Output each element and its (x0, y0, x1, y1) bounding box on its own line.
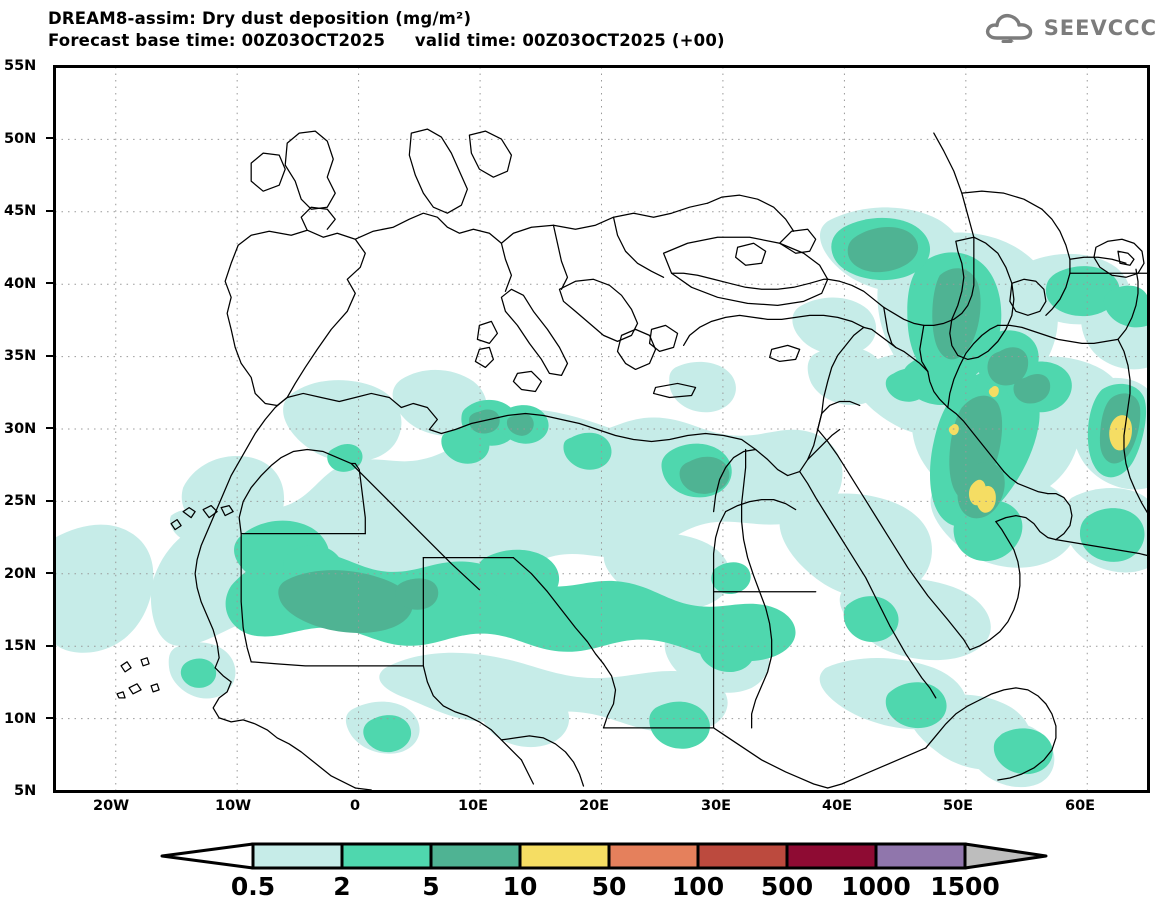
y-tick-mark (46, 500, 53, 502)
colorbar-tick-labels: 0.5 2 5 10 50 100 500 1000 1500 (0, 872, 1165, 906)
y-tick-mark (46, 427, 53, 429)
colorbar-tick-100: 100 (671, 872, 725, 901)
colorbar-seg-1000-1500 (874, 842, 967, 870)
dust-contour-layer (55, 207, 1148, 788)
forecast-time-subtitle: Forecast base time: 00Z03OCT2025 valid t… (48, 30, 725, 50)
y-tick-label-5N: 5N (14, 783, 37, 799)
y-tick-label-40N: 40N (4, 276, 37, 292)
colorbar-seg-100-500 (696, 842, 789, 870)
colorbar-seg-0.5-2 (251, 842, 344, 870)
colorbar-tick-50: 50 (591, 872, 627, 901)
colorbar-seg-5-10 (429, 842, 522, 870)
x-tick-label-60E: 60E (1065, 798, 1096, 814)
y-tick-mark (46, 645, 53, 647)
logo-text: SEEVCCC (1043, 15, 1157, 40)
y-tick-mark (46, 210, 53, 212)
y-tick-label-35N: 35N (4, 348, 37, 364)
colorbar-seg-50-100 (607, 842, 700, 870)
x-tick-label-10W: 10W (215, 798, 252, 814)
y-tick-label-45N: 45N (4, 203, 37, 219)
map-gridlines (55, 67, 1148, 791)
seevccc-logo: SEEVCCC (984, 10, 1157, 46)
colorbar-tick-0.5: 0.5 (230, 872, 276, 901)
x-tick-label-20E: 20E (579, 798, 610, 814)
y-tick-label-55N: 55N (4, 58, 37, 74)
x-tick-label-40E: 40E (822, 798, 853, 814)
x-tick-label-20W: 20W (93, 798, 130, 814)
y-tick-label-30N: 30N (4, 421, 37, 437)
y-tick-mark (46, 282, 53, 284)
x-tick-label-10E: 10E (458, 798, 489, 814)
x-tick-label-0: 0 (350, 798, 361, 814)
y-tick-mark (46, 717, 53, 719)
colorbar (160, 840, 1050, 872)
map-plot-area (53, 65, 1150, 793)
y-tick-mark (46, 572, 53, 574)
y-tick-label-20N: 20N (4, 566, 37, 582)
colorbar-under-arrow (160, 842, 255, 870)
colorbar-over-arrow (963, 842, 1048, 870)
y-tick-label-10N: 10N (4, 711, 37, 727)
y-tick-label-15N: 15N (4, 638, 37, 654)
colorbar-tick-1000: 1000 (841, 872, 911, 901)
colorbar-tick-2: 2 (333, 872, 351, 901)
y-tick-label-25N: 25N (4, 493, 37, 509)
colorbar-seg-500-1000 (785, 842, 878, 870)
dust-deposition-map (55, 67, 1148, 791)
y-tick-mark (46, 137, 53, 139)
chart-title-block: DREAM8-assim: Dry dust deposition (mg/m²… (48, 8, 725, 52)
colorbar-swatches (160, 842, 1048, 870)
colorbar-tick-5: 5 (422, 872, 440, 901)
colorbar-tick-1500: 1500 (930, 872, 1000, 901)
colorbar-tick-10: 10 (502, 872, 538, 901)
colorbar-seg-2-5 (340, 842, 433, 870)
page-title: DREAM8-assim: Dry dust deposition (mg/m²… (48, 9, 472, 28)
colorbar-seg-10-50 (518, 842, 611, 870)
y-tick-mark (46, 355, 53, 357)
y-tick-label-50N: 50N (4, 131, 37, 147)
x-tick-label-30E: 30E (701, 798, 732, 814)
cloud-wind-icon (984, 12, 1038, 44)
colorbar-tick-500: 500 (760, 872, 814, 901)
coastlines-borders-layer (116, 128, 1148, 791)
x-tick-label-50E: 50E (943, 798, 974, 814)
